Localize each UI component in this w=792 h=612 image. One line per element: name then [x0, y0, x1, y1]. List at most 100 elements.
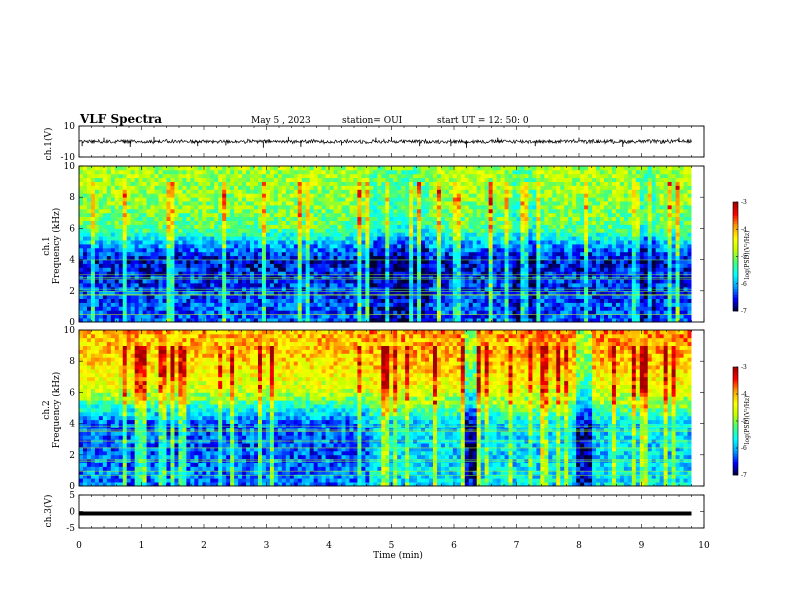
spectrogram-cell: [166, 298, 171, 303]
spectrogram-cell: [269, 271, 275, 276]
spectrogram-cell: [82, 189, 88, 194]
spectrogram-cell: [250, 298, 255, 303]
spectrogram-cell: [222, 216, 227, 221]
spectrogram-cell: [349, 232, 354, 237]
spectrogram-cell: [393, 247, 398, 253]
spectrogram-cell: [198, 271, 203, 276]
spectrogram-cell: [265, 310, 271, 315]
spectrogram-cell: [186, 212, 191, 218]
spectrogram-cell: [134, 255, 140, 260]
spectrogram-cell: [429, 244, 434, 249]
spectrogram-cell: [190, 267, 195, 272]
spectrogram-cell: [222, 294, 227, 299]
spectrogram-cell: [421, 189, 426, 194]
spectrogram-cell: [337, 251, 342, 257]
spectrogram-cell: [182, 166, 187, 171]
spectrogram-cell: [329, 240, 334, 245]
spectrogram-cell: [393, 205, 398, 210]
spectrogram-cell: [393, 232, 398, 237]
spectrogram-cell: [548, 216, 553, 221]
spectrogram-cell: [285, 263, 291, 268]
spectrogram-cell: [301, 173, 307, 179]
spectrogram-cell: [261, 197, 267, 202]
spectrogram-cell: [110, 318, 116, 323]
spectrogram-cell: [337, 177, 342, 182]
spectrogram-cell: [381, 251, 386, 257]
spectrogram-cell: [277, 251, 283, 257]
spectrogram-cell: [409, 236, 414, 241]
spectrogram-cell: [226, 259, 231, 264]
spectrogram-cell: [329, 251, 334, 257]
spectrogram-cell: [369, 166, 374, 171]
spectrogram-cell: [560, 205, 565, 210]
spectrogram-cell: [206, 294, 211, 299]
spectrogram-cell: [377, 251, 382, 257]
spectrogram-cell: [321, 267, 326, 272]
spectrogram-cell: [329, 208, 334, 214]
spectrogram-cell: [257, 244, 263, 249]
spectrogram-cell: [194, 220, 199, 225]
spectrogram-cell: [472, 263, 478, 268]
spectrogram-cell: [425, 173, 430, 179]
spectrogram-cell: [254, 181, 259, 186]
spectrogram-cell: [269, 228, 275, 233]
spectrogram-cell: [429, 169, 434, 175]
spectrogram-cell: [377, 169, 382, 175]
spectrogram-cell: [405, 236, 410, 241]
spectrogram-cell: [250, 185, 255, 190]
spectrogram-cell: [174, 247, 179, 253]
spectrogram-cell: [174, 181, 179, 186]
spectrogram-cell: [564, 208, 569, 214]
spectrogram-cell: [373, 247, 378, 253]
spectrogram-cell: [516, 232, 521, 237]
spectrogram-cell: [321, 220, 326, 225]
spectrogram-cell: [333, 318, 338, 323]
spectrogram-cell: [440, 271, 446, 276]
spectrogram-cell: [393, 236, 398, 241]
spectrogram-cell: [381, 283, 386, 288]
spectrogram-cell: [178, 197, 183, 202]
spectrogram-cell: [361, 236, 366, 241]
spectrogram-cell: [540, 173, 545, 179]
spectrogram-cell: [246, 205, 251, 210]
spectrogram-cell: [321, 314, 326, 319]
spectrogram-cell: [79, 318, 84, 323]
spectrogram-cell: [79, 208, 84, 214]
spectrogram-cell: [118, 298, 124, 303]
spectrogram-cell: [242, 177, 247, 182]
spectrogram-cell: [548, 212, 553, 218]
spectrogram-cell: [182, 181, 187, 186]
spectrogram-cell: [429, 247, 434, 253]
spectrogram-cell: [218, 181, 223, 186]
spectrogram-cell: [202, 314, 207, 319]
spectrogram-cell: [540, 220, 545, 225]
spectrogram-cell: [432, 216, 438, 221]
spectrogram-cell: [154, 185, 159, 190]
spectrogram-cell: [98, 189, 104, 194]
spectrogram-cell: [90, 224, 96, 229]
spectrogram-cell: [134, 290, 140, 296]
spectrogram-cell: [357, 267, 362, 272]
spectrogram-cell: [206, 193, 211, 198]
spectrogram-cell: [444, 189, 450, 194]
spectrogram-cell: [560, 298, 565, 303]
spectrogram-cell: [397, 306, 402, 311]
spectrogram-cell: [186, 267, 191, 272]
spectrogram-cell: [146, 271, 151, 276]
spectrogram-cell: [516, 189, 521, 194]
spectrogram-cell: [504, 247, 509, 253]
spectrogram-cell: [421, 298, 426, 303]
spectrogram-cell: [277, 212, 283, 218]
spectrogram-cell: [130, 290, 136, 296]
spectrogram-cell: [174, 205, 179, 210]
spectrogram-cell: [409, 259, 414, 264]
spectrogram-cell: [405, 197, 410, 202]
spectrogram-cell: [321, 201, 326, 206]
spectrogram-cell: [425, 279, 430, 284]
spectrogram-cell: [142, 193, 148, 198]
spectrogram-cell: [516, 318, 521, 323]
spectrogram-cell: [401, 228, 406, 233]
spectrogram-cell: [190, 173, 195, 179]
spectrogram-cell: [102, 181, 108, 186]
spectrogram-cell: [357, 298, 362, 303]
